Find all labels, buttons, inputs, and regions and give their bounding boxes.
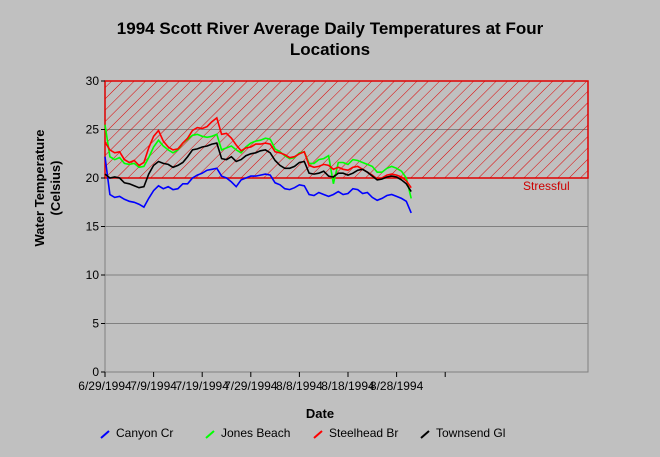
- legend-item: Steelhead Br: [313, 426, 398, 440]
- series-line-jones-beach: [104, 124, 412, 199]
- chart-title-line-1: 1994 Scott River Average Daily Temperatu…: [116, 19, 544, 38]
- y-tick-label: 15: [86, 220, 100, 234]
- y-tick-label: 25: [86, 123, 100, 137]
- legend-label: Canyon Cr: [116, 426, 174, 440]
- x-axis-label: Date: [305, 406, 335, 421]
- legend-swatch: [100, 430, 110, 439]
- legend: Canyon Cr Jones Beach Steelhead Br Townsend…: [0, 426, 660, 442]
- legend-item: Canyon Cr: [100, 426, 173, 440]
- legend-swatch: [313, 430, 323, 439]
- y-tick-label: 10: [86, 268, 100, 282]
- stressful-band: [104, 80, 589, 179]
- series-line-canyon-cr: [104, 156, 412, 214]
- series-line-steelhead-br: [104, 116, 412, 189]
- legend-label: Steelhead Br: [329, 426, 399, 440]
- legend-label: Townsend Gl: [436, 426, 506, 440]
- y-tick-label: 20: [86, 171, 100, 185]
- x-tick-label: 7/29/1994: [224, 379, 278, 393]
- x-tick-label: 8/28/1994: [370, 379, 424, 393]
- series-line-townsend-gl: [104, 142, 412, 193]
- x-tick-label: 8/8/1994: [276, 379, 323, 393]
- x-tick-label: 6/29/1994: [78, 379, 132, 393]
- chart-title: 1994 Scott River Average Daily Temperatu…: [0, 18, 660, 60]
- x-tick-label: 7/19/1994: [176, 379, 230, 393]
- legend-item: Townsend Gl: [420, 426, 505, 440]
- x-tick-label: 8/18/1994: [321, 379, 375, 393]
- y-tick-label: 30: [86, 74, 100, 88]
- legend-item: Jones Beach: [205, 426, 290, 440]
- y-tick-label: 5: [92, 317, 99, 331]
- legend-swatch: [205, 430, 215, 439]
- legend-swatch: [420, 430, 430, 439]
- y-tick-label: 0: [92, 365, 99, 379]
- stressful-label: Stressful: [523, 179, 570, 193]
- legend-label: Jones Beach: [221, 426, 291, 440]
- chart-title-line-2: Locations: [289, 40, 371, 59]
- x-tick-label: 7/9/1994: [130, 379, 177, 393]
